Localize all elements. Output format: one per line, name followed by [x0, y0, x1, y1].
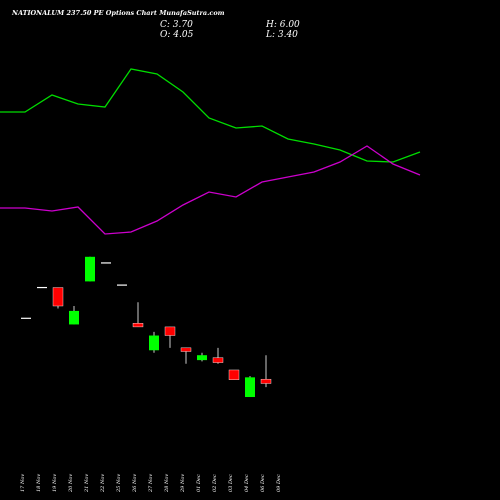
- candle-body: [228, 369, 240, 380]
- x-tick-label: 29 Nov: [180, 474, 186, 493]
- open-value: O: 4.05: [160, 30, 194, 40]
- x-tick-label: 17 Nov: [20, 474, 26, 492]
- chart-title: NATIONALUM 237.50 PE Options Chart Munaf…: [11, 9, 225, 17]
- x-tick-label: 19 Nov: [52, 474, 58, 492]
- candle-01-dec: [197, 352, 207, 362]
- high-value: H: 6.00: [265, 20, 300, 30]
- x-tick-label: 27 Nov: [148, 474, 154, 493]
- low-value: L: 3.40: [265, 30, 298, 40]
- x-tick-label: 22 Nov: [100, 474, 106, 493]
- candle-body: [245, 377, 255, 398]
- candle-body: [212, 357, 224, 363]
- x-tick-label: 04 Dec: [244, 474, 250, 492]
- candle-body: [197, 355, 207, 361]
- x-tick-label: 03 Dec: [228, 474, 234, 492]
- candle-26-nov: [132, 302, 144, 328]
- moving-average-line-2: [0, 145, 421, 235]
- candle-28-nov: [164, 326, 176, 348]
- moving-average-line-1: [0, 68, 421, 163]
- x-tick-label: 20 Nov: [68, 474, 74, 493]
- x-tick-label: 21 Nov: [84, 474, 90, 493]
- candle-20-nov: [69, 306, 79, 325]
- candle-body: [85, 256, 95, 282]
- x-tick-label: 02 Dec: [212, 474, 218, 492]
- candle-body: [52, 287, 64, 307]
- candle-02-dec: [212, 347, 224, 364]
- x-tick-label: 28 Nov: [164, 474, 170, 493]
- candle-body: [149, 335, 159, 351]
- x-tick-label: 18 Nov: [36, 474, 42, 492]
- candle-body: [260, 378, 272, 384]
- candle-06-dec: [260, 355, 272, 388]
- candle-27-nov: [149, 331, 159, 353]
- candle-21-nov: [85, 256, 95, 282]
- candle-04-dec: [245, 376, 255, 398]
- x-tick-label: 01 Dec: [196, 474, 202, 492]
- x-tick-label: 25 Nov: [116, 474, 122, 493]
- x-tick-label: 09 Dec: [276, 474, 282, 492]
- candle-body: [69, 310, 79, 325]
- x-tick-label: 26 Nov: [132, 474, 138, 493]
- close-value: C: 3.70: [160, 20, 193, 30]
- x-tick-label: 06 Dec: [260, 474, 266, 492]
- candle-19-nov: [52, 287, 64, 309]
- candle-body: [164, 326, 176, 336]
- candle-body: [180, 347, 192, 352]
- candle-body: [132, 323, 144, 328]
- candle-03-dec: [228, 369, 240, 380]
- candle-29-nov: [180, 347, 192, 364]
